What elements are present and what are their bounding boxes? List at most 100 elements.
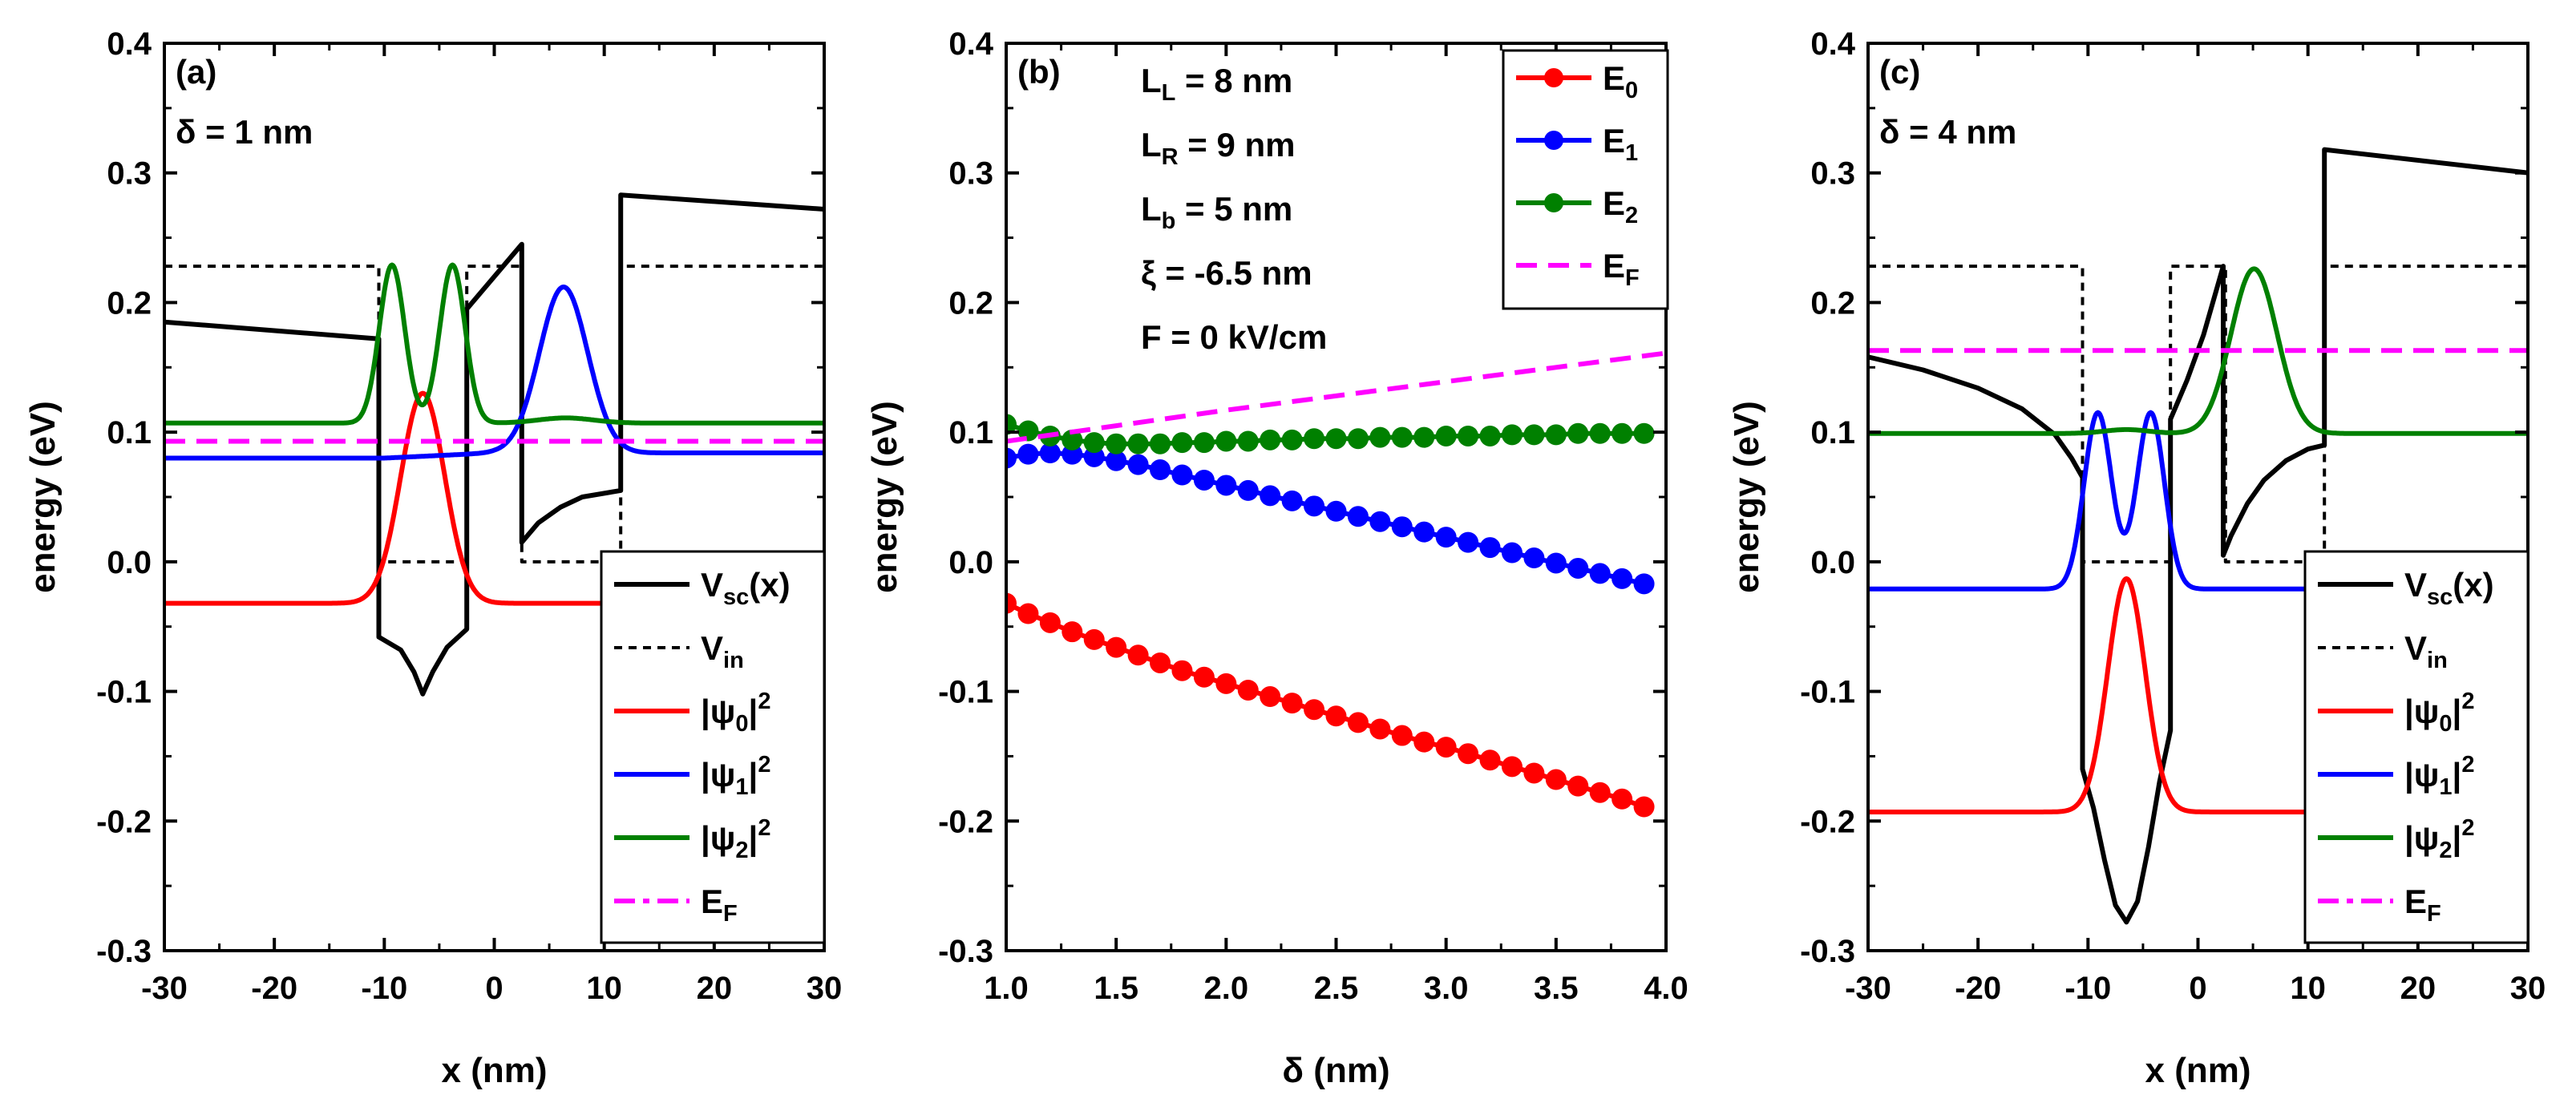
y-tick-label: 0.1 xyxy=(1810,415,1855,450)
data-point-e2 xyxy=(1193,432,1215,454)
legend-marker xyxy=(1544,131,1563,150)
label-main: E xyxy=(1603,184,1625,222)
data-point-e1 xyxy=(1435,527,1457,548)
label-suffix: | xyxy=(2453,819,2462,858)
annotation-value: = -6.5 nm xyxy=(1156,254,1312,292)
data-point-e2 xyxy=(1215,430,1237,452)
data-point-e0 xyxy=(1006,592,1017,614)
data-point-e1 xyxy=(1039,442,1061,464)
parameter-annotation: F = 0 kV/cm xyxy=(1141,318,1327,356)
y-tick-label: -0.1 xyxy=(938,675,993,710)
data-point-e0 xyxy=(1215,673,1237,694)
label-main: E xyxy=(1603,122,1625,160)
panel-label: (c) xyxy=(1879,53,1920,91)
data-point-e2 xyxy=(1347,428,1369,450)
legend: Vsc(x)Vin|ψ0|2|ψ1|2|ψ2|2EF xyxy=(600,550,826,944)
label-superscript: 2 xyxy=(758,752,770,778)
label-superscript: 2 xyxy=(758,815,770,841)
label-subscript: F xyxy=(2427,901,2441,927)
data-point-e2 xyxy=(1083,432,1105,454)
label-subscript: F xyxy=(1625,265,1640,291)
data-point-e2 xyxy=(1106,433,1127,454)
data-point-e2 xyxy=(1304,428,1325,450)
data-point-e1 xyxy=(1260,485,1281,507)
y-tick-label: -0.3 xyxy=(938,934,993,969)
legend-label: E1 xyxy=(1603,122,1638,166)
label-subscript: 0 xyxy=(2439,711,2452,737)
parameter-annotation: ξ = -6.5 nm xyxy=(1141,254,1312,292)
series-line-2 xyxy=(1868,266,2528,436)
label-suffix: | xyxy=(749,693,758,731)
label-superscript: 2 xyxy=(2461,689,2474,714)
data-point-e2 xyxy=(1281,429,1303,450)
data-point-e1 xyxy=(1545,552,1567,574)
x-tick-label: -10 xyxy=(361,971,407,1006)
data-point-e1 xyxy=(1215,475,1237,496)
y-tick-label: 0.3 xyxy=(948,156,993,192)
x-tick-label: 0 xyxy=(2189,971,2206,1006)
chart-panel-b: -0.3 -0.2 -0.1 0.0 0.1 0.2 0.3 0.4 1.0 1.5 2.0 2.5 3… xyxy=(865,26,1688,1090)
data-point-e0 xyxy=(1369,718,1391,740)
data-point-e1 xyxy=(1150,459,1171,481)
y-tick-label: 0.1 xyxy=(948,415,993,450)
data-point-e2 xyxy=(1435,425,1457,446)
x-tick-label: 20 xyxy=(697,971,733,1006)
annotation-value: = 9 nm xyxy=(1179,126,1296,164)
label-subscript: in xyxy=(723,648,744,673)
data-point-e0 xyxy=(1106,636,1127,658)
x-axis-label: δ (nm) xyxy=(1282,1051,1389,1090)
data-point-e1 xyxy=(1567,557,1589,579)
x-axis-label: x (nm) xyxy=(442,1051,548,1090)
y-tick-label: -0.1 xyxy=(96,675,152,710)
data-point-e0 xyxy=(1458,743,1479,765)
data-point-e1 xyxy=(1369,511,1391,532)
label-main: V xyxy=(2404,629,2427,667)
data-point-e0 xyxy=(1017,603,1039,624)
data-point-e2 xyxy=(1171,432,1193,454)
parameter-annotation: LL = 8 nm xyxy=(1141,62,1292,106)
data-point-e2 xyxy=(1501,424,1523,446)
annotation-subscript: L xyxy=(1162,80,1176,106)
x-tick-label: 4.0 xyxy=(1644,971,1688,1006)
x-tick-label: 1.0 xyxy=(984,971,1029,1006)
label-superscript: 2 xyxy=(2461,752,2474,778)
x-tick-label: 1.5 xyxy=(1094,971,1138,1006)
data-point-e1 xyxy=(1523,547,1545,569)
y-tick-label: 0.0 xyxy=(107,545,152,580)
y-tick-label: 0.1 xyxy=(107,415,152,450)
y-tick-label: -0.2 xyxy=(938,804,993,839)
y-axis-label: energy (eV) xyxy=(23,401,63,593)
data-point-e1 xyxy=(1083,446,1105,467)
y-tick-label: -0.1 xyxy=(1800,675,1855,710)
plot-area xyxy=(1006,350,1666,818)
parameter-annotation: Lb = 5 nm xyxy=(1141,190,1292,234)
annotation-value: = 8 nm xyxy=(1175,62,1292,99)
label-main: V xyxy=(701,629,723,667)
data-point-e0 xyxy=(1127,644,1149,666)
label-superscript: 2 xyxy=(758,689,770,714)
label-subscript: 0 xyxy=(735,711,748,737)
chart-panel-c: -0.3-0.2-0.10.00.10.20.30.4-30 -20 -10 0 10 2… xyxy=(1727,26,2546,1090)
data-point-e1 xyxy=(1106,450,1127,471)
y-tick-label: 0.2 xyxy=(948,285,993,321)
annotation-subscript: R xyxy=(1162,144,1179,170)
data-point-e2 xyxy=(1523,424,1545,446)
data-point-e0 xyxy=(1171,660,1193,681)
label-main: |ψ xyxy=(701,756,735,794)
data-point-e2 xyxy=(1325,428,1347,450)
label-main: V xyxy=(701,566,723,604)
label-main: |ψ xyxy=(2404,819,2439,858)
data-point-e2 xyxy=(1391,426,1413,448)
legend-label: |ψ1|2 xyxy=(2404,752,2474,800)
y-tick-label: -0.3 xyxy=(1800,934,1855,969)
legend-label: Vsc(x) xyxy=(2404,566,2494,610)
legend-label: EF xyxy=(1603,247,1640,291)
data-point-e1 xyxy=(1062,443,1083,465)
annotation-subscript: b xyxy=(1162,208,1176,234)
annotation-value: = 0 kV/cm xyxy=(1162,318,1328,356)
legend-label: Vin xyxy=(701,629,744,673)
label-subscript: sc xyxy=(2427,584,2453,610)
data-point-e2 xyxy=(1237,430,1259,452)
